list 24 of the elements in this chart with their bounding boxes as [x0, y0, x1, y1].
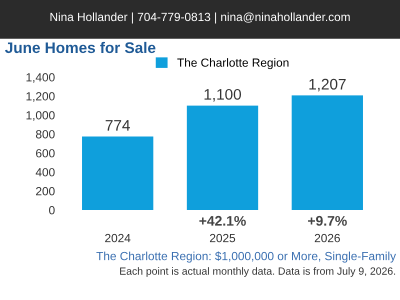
bar — [186, 106, 258, 210]
bar — [82, 136, 154, 210]
text: +42.1% — [199, 216, 246, 226]
x-tick-label: 2024 — [105, 234, 130, 242]
y-tick-label: 800 — [36, 130, 55, 138]
y-tick-label: 600 — [36, 149, 55, 158]
y-tick-label: 1,400 — [26, 73, 55, 83]
y-tick-label: 1,000 — [26, 111, 55, 121]
y-tick-label: 200 — [36, 187, 55, 196]
chart-title: June Homes for Sale — [5, 42, 156, 54]
text: +9.7% — [308, 216, 347, 226]
text: Each point is actual monthly data. Data is from July 9, 2026. — [120, 267, 396, 277]
legend-label: The Charlotte Region — [177, 58, 288, 70]
x-tick-label: 2026 — [314, 234, 340, 242]
chart-subtitle: Nina Hollander | 704-779-0813 | nina@ninahollander.com — [50, 12, 350, 24]
bar — [292, 95, 363, 210]
text: The Charlotte Region: $1,000,000 or More, Single-Family — [96, 251, 396, 263]
y-tick-label: 400 — [36, 168, 55, 176]
y-tick-label: 0 — [49, 206, 55, 214]
data-label: 1,207 — [309, 78, 346, 92]
data-label: 1,100 — [204, 88, 242, 102]
data-label: 774 — [106, 120, 130, 131]
x-tick-label: 2025 — [210, 234, 236, 242]
y-tick-label: 1,200 — [26, 92, 55, 102]
